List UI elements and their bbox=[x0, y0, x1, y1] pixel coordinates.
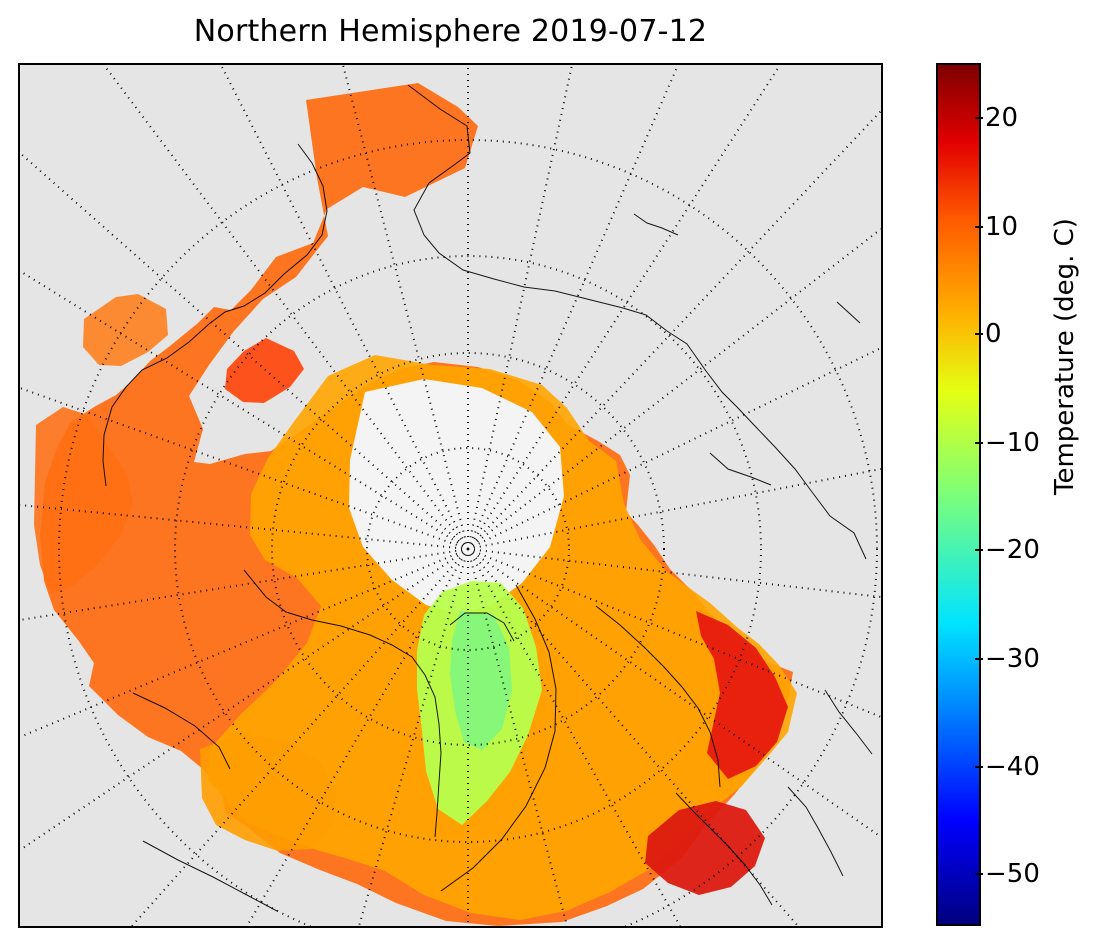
coastlines bbox=[102, 84, 873, 912]
colorbar-tick-0: 0 bbox=[985, 319, 1002, 349]
colorbar-tick-minus-50: −50 bbox=[985, 859, 1040, 889]
chart-title: Northern Hemisphere 2019-07-12 bbox=[193, 14, 708, 49]
colorbar-gradient bbox=[936, 63, 981, 926]
colorbar-tick-minus-40: −40 bbox=[985, 752, 1040, 782]
temperature-hotspot-scandinavia bbox=[696, 611, 788, 779]
map-svg bbox=[20, 65, 881, 926]
graticule bbox=[20, 65, 881, 926]
colorbar-tick-minus-30: −30 bbox=[985, 644, 1040, 674]
map-panel bbox=[18, 63, 883, 928]
temperature-hotspot-bering bbox=[225, 338, 304, 403]
colorbar-label: Temperature (deg. C) bbox=[1050, 218, 1080, 495]
temperature-hotspot-northsea bbox=[645, 801, 765, 895]
colorbar-tick-20: 20 bbox=[985, 103, 1019, 133]
temperature-greenland-core bbox=[450, 611, 512, 750]
temperature-colorbar: 20 10 0 −10 −20 −30 −40 −50 bbox=[936, 63, 1040, 928]
colorbar-tick-minus-10: −10 bbox=[985, 428, 1040, 458]
temperature-cool-core bbox=[349, 379, 564, 614]
temperature-patch-northwest bbox=[83, 294, 168, 366]
colorbar-tick-10: 10 bbox=[985, 212, 1019, 242]
temperature-patch-alaska bbox=[200, 734, 336, 851]
colorbar-tick-minus-20: −20 bbox=[985, 535, 1040, 565]
temperature-patch-west bbox=[34, 407, 133, 595]
